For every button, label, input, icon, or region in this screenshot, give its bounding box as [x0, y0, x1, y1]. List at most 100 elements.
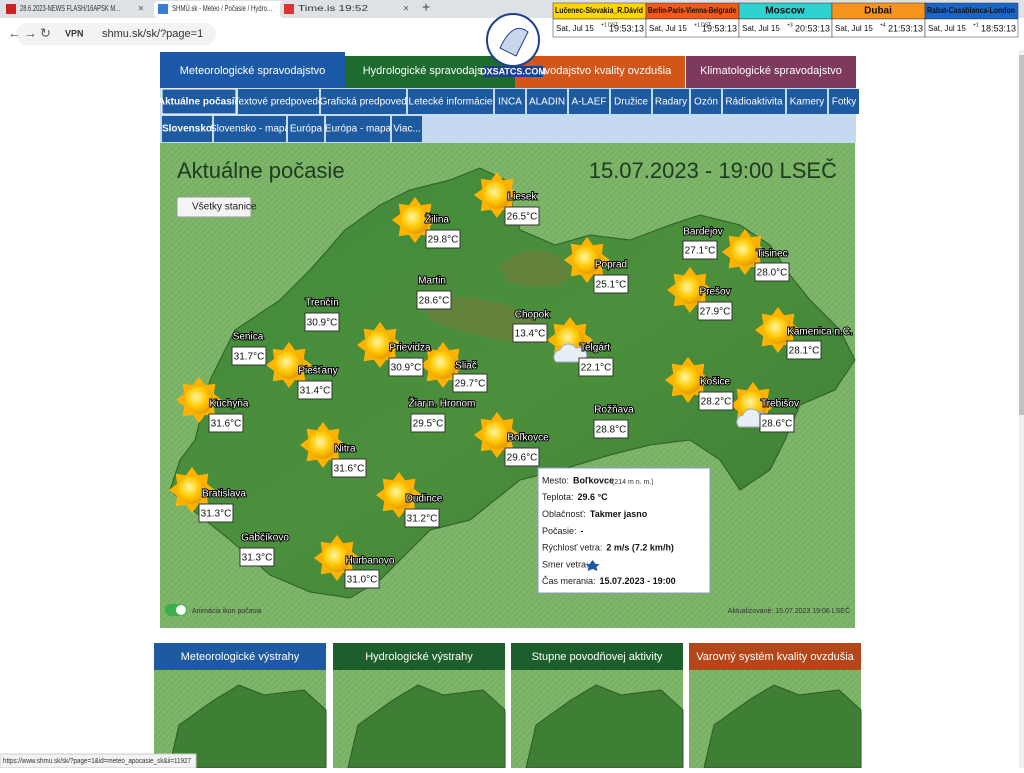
card-title[interactable]: Hydrologické výstrahy [365, 651, 473, 663]
station-temp[interactable]: 27.1°C [685, 246, 716, 257]
station-temp[interactable]: 27.9°C [700, 307, 731, 318]
temp-box[interactable] [512, 323, 548, 343]
station-name[interactable]: Prešov [698, 286, 731, 299]
sub-tab[interactable] [238, 89, 319, 114]
browser-tab[interactable] [280, 1, 410, 18]
sub-tab[interactable] [611, 89, 651, 114]
card-header[interactable] [689, 643, 861, 670]
temp-box[interactable] [198, 503, 234, 523]
station-name[interactable]: Piešťany [297, 365, 338, 378]
station-name[interactable]: Trenčín [304, 297, 340, 310]
card-header[interactable] [511, 643, 683, 670]
sub-tab-label[interactable]: Aktuálne počasie [158, 97, 241, 108]
main-tab[interactable] [160, 52, 345, 88]
reload[interactable]: ↻ [40, 25, 51, 40]
region-tab-label[interactable]: Európa - mapa [325, 124, 392, 135]
station-name[interactable]: Sliač [454, 360, 478, 373]
temp-box[interactable] [239, 547, 275, 567]
tab-title[interactable]: SHMÚ.sk - Meteo / Počasie / Hydro... [172, 4, 272, 13]
temp-box[interactable] [304, 312, 340, 332]
station-name[interactable]: Žiar n. Hronom [408, 396, 477, 411]
region-tab[interactable] [288, 116, 324, 142]
sub-tab-label[interactable]: Textové predpovede [233, 97, 324, 108]
station-name[interactable]: Košice [699, 376, 731, 389]
region-tab-label[interactable]: Európa [290, 124, 323, 135]
temp-box[interactable] [410, 413, 446, 433]
sub-tab[interactable] [321, 89, 406, 114]
sub-tab-label[interactable]: Rádioaktivita [725, 97, 783, 108]
station-name[interactable]: Rožňava [593, 404, 635, 417]
station-name[interactable]: Kuchyňa [209, 398, 250, 411]
station-temp[interactable]: 30.9°C [391, 363, 422, 374]
station-name[interactable]: Trebišov [760, 398, 800, 411]
temp-box[interactable] [504, 447, 540, 467]
region-tab-label[interactable]: Slovensko [162, 124, 212, 135]
tab-close[interactable]: × [138, 4, 144, 15]
sub-tab[interactable] [495, 89, 525, 114]
station-name[interactable]: Bratislava [201, 488, 247, 501]
address[interactable]: shmu.sk/sk/?page=1 [102, 28, 203, 40]
station-name[interactable]: Bardejov [682, 226, 723, 239]
all-stations-label[interactable]: Všetky stanice [192, 202, 257, 213]
main-tab[interactable] [686, 56, 856, 88]
sub-tab[interactable] [723, 89, 785, 114]
sub-tab-label[interactable]: A-LAEF [571, 97, 606, 108]
temp-box[interactable] [331, 458, 367, 478]
toggle-label[interactable]: Animácia ikon počasia [192, 608, 262, 615]
station-name[interactable]: Chopok [514, 309, 551, 322]
card-header[interactable] [154, 643, 326, 670]
sub-tab-label[interactable]: Radary [655, 97, 687, 108]
station-temp[interactable]: 28.2°C [701, 397, 732, 408]
sub-tab-label[interactable]: Kamery [790, 97, 824, 108]
temp-box[interactable] [754, 262, 790, 282]
temp-box[interactable] [593, 274, 629, 294]
station-temp[interactable]: 29.7°C [455, 379, 486, 390]
nav-forward[interactable]: → [24, 25, 37, 40]
sub-tab[interactable] [161, 88, 237, 115]
station-name[interactable]: Hurbanovo [345, 555, 396, 568]
region-tab[interactable] [214, 116, 286, 142]
new-tab[interactable]: + [422, 0, 430, 15]
temp-box[interactable] [388, 357, 424, 377]
station-temp[interactable]: 28.6°C [419, 296, 450, 307]
tab-title[interactable]: 28.6.2023-NEWS FLASH/16APSK M... [20, 4, 120, 13]
station-temp[interactable]: 29.8°C [428, 235, 459, 246]
station-temp[interactable]: 25.1°C [596, 280, 627, 291]
station-name[interactable]: Senica [232, 331, 265, 344]
station-name[interactable]: Žilina [424, 212, 450, 227]
sub-tab[interactable] [527, 89, 567, 114]
temp-box[interactable] [297, 380, 333, 400]
station-temp[interactable]: 31.6°C [334, 464, 365, 475]
station-temp[interactable]: 29.5°C [413, 419, 444, 430]
temp-box[interactable] [578, 357, 614, 377]
scroll-thumb[interactable] [1019, 55, 1024, 415]
station-temp[interactable]: 28.1°C [789, 346, 820, 357]
sub-tab[interactable] [829, 89, 859, 114]
temp-box[interactable] [786, 340, 822, 360]
card-title[interactable]: Meteorologické výstrahy [181, 651, 300, 663]
station-temp[interactable]: 13.4°C [515, 329, 546, 340]
station-temp[interactable]: 29.6°C [507, 453, 538, 464]
browser-tab[interactable] [2, 1, 148, 18]
card-title[interactable]: Stupne povodňovej aktivity [532, 651, 663, 663]
station-name[interactable]: Nitra [333, 443, 357, 456]
temp-box[interactable] [697, 301, 733, 321]
main-tab-label[interactable]: Hydrologické spravodajstvo [363, 65, 498, 77]
station-temp[interactable]: 31.3°C [201, 509, 232, 520]
main-tab-label[interactable]: Klimatologické spravodajstvo [700, 65, 842, 77]
station-name[interactable]: Martin [417, 275, 447, 288]
station-name[interactable]: Poprad [594, 259, 628, 272]
sub-tab[interactable] [408, 89, 493, 114]
station-temp[interactable]: 26.5°C [507, 212, 538, 223]
temp-box[interactable] [344, 569, 380, 589]
sub-tab[interactable] [653, 89, 689, 114]
sub-tab[interactable] [569, 89, 609, 114]
temp-box[interactable] [208, 413, 244, 433]
sub-tab-label[interactable]: Grafická predpoveď [320, 97, 409, 108]
main-tab-label[interactable]: pravodajstvo kvality ovzdušia [529, 65, 672, 77]
station-name[interactable]: Tisinec [755, 248, 788, 261]
station-temp[interactable]: 30.9°C [307, 318, 338, 329]
sub-tab-label[interactable]: Fotky [832, 97, 856, 108]
browser-tab[interactable] [154, 1, 300, 18]
station-temp[interactable]: 31.3°C [242, 553, 273, 564]
